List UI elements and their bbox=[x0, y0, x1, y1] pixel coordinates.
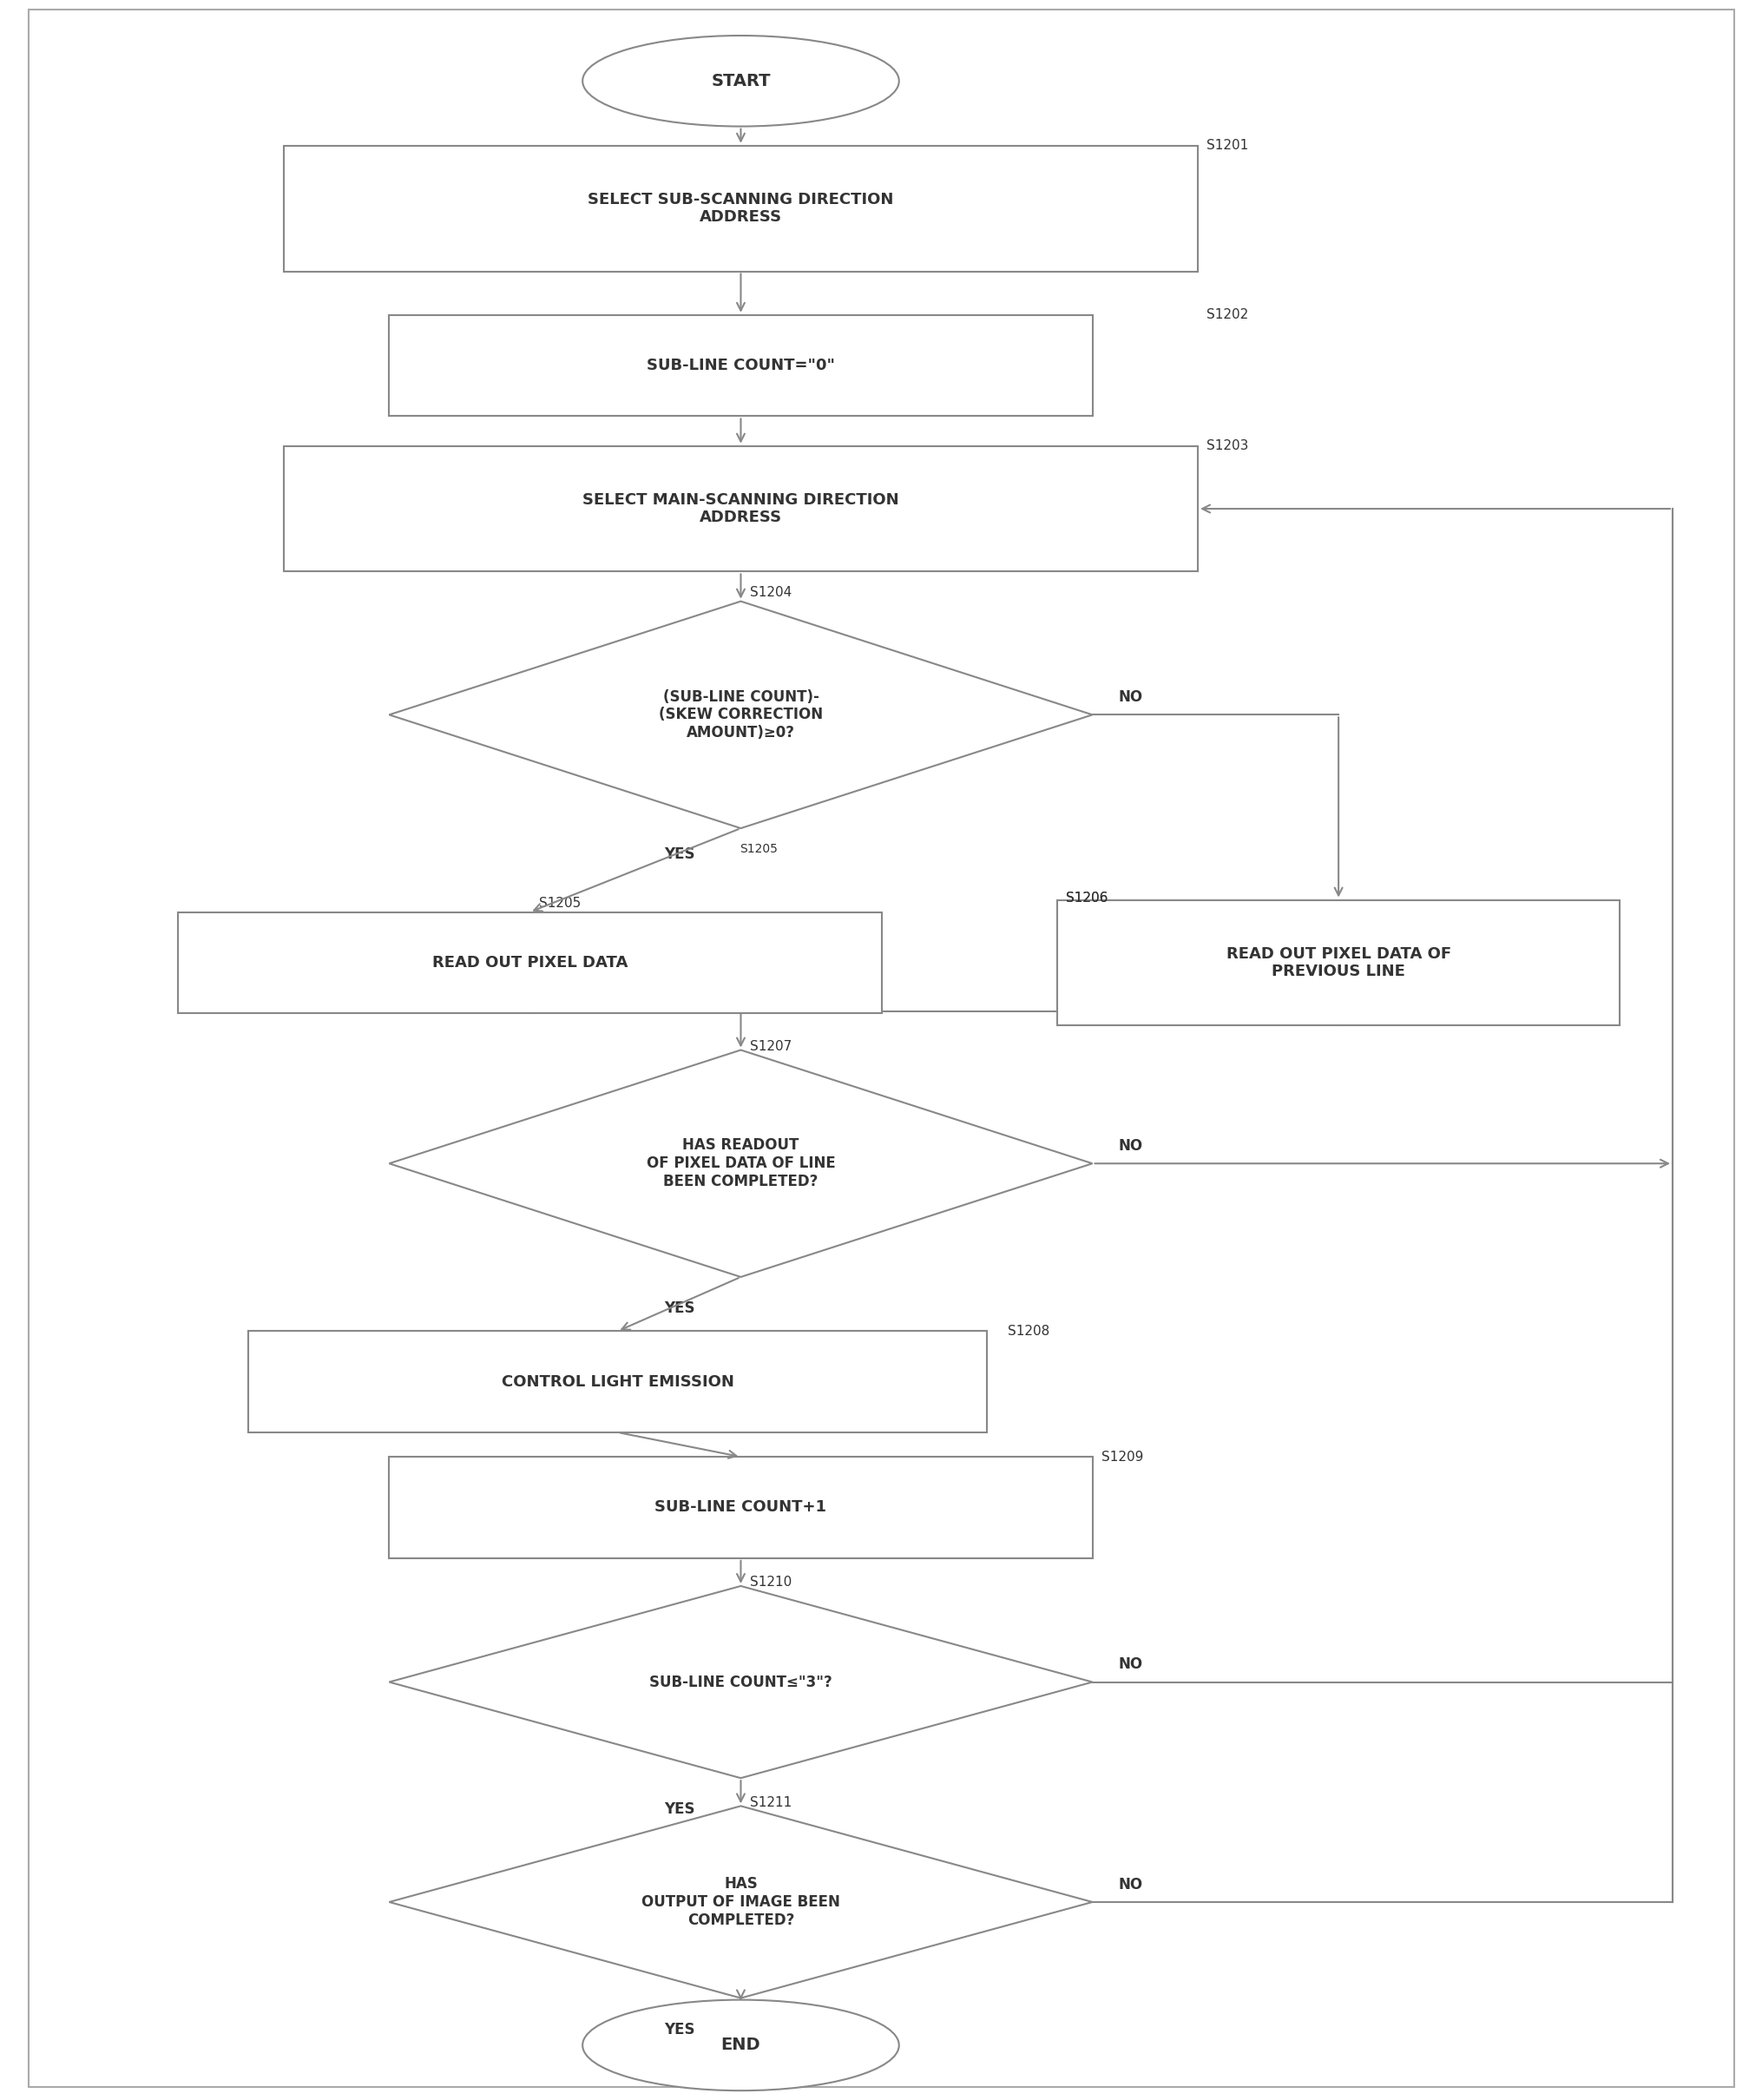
Text: (SUB-LINE COUNT)-
(SKEW CORRECTION
AMOUNT)≥0?: (SUB-LINE COUNT)- (SKEW CORRECTION AMOUN… bbox=[659, 689, 823, 741]
Text: READ OUT PIXEL DATA: READ OUT PIXEL DATA bbox=[432, 955, 627, 970]
Text: CONTROL LIGHT EMISSION: CONTROL LIGHT EMISSION bbox=[500, 1373, 733, 1390]
Text: S1206: S1206 bbox=[1066, 892, 1108, 905]
Text: S1207: S1207 bbox=[749, 1040, 791, 1052]
Text: YES: YES bbox=[664, 846, 694, 863]
Text: SUB-LINE COUNT≤"3"?: SUB-LINE COUNT≤"3"? bbox=[648, 1674, 832, 1691]
Polygon shape bbox=[389, 1586, 1092, 1779]
Text: S1201: S1201 bbox=[1205, 139, 1247, 151]
Text: NO: NO bbox=[1119, 1877, 1142, 1892]
Text: NO: NO bbox=[1119, 1138, 1142, 1153]
Text: SELECT MAIN-SCANNING DIRECTION
ADDRESS: SELECT MAIN-SCANNING DIRECTION ADDRESS bbox=[581, 491, 899, 525]
FancyBboxPatch shape bbox=[178, 911, 881, 1014]
Text: S1202: S1202 bbox=[1205, 309, 1247, 321]
FancyBboxPatch shape bbox=[1057, 899, 1619, 1025]
FancyBboxPatch shape bbox=[248, 1331, 987, 1432]
Ellipse shape bbox=[581, 1999, 899, 2092]
Text: READ OUT PIXEL DATA OF
PREVIOUS LINE: READ OUT PIXEL DATA OF PREVIOUS LINE bbox=[1225, 945, 1450, 979]
Polygon shape bbox=[389, 1050, 1092, 1277]
Text: S1210: S1210 bbox=[749, 1575, 791, 1590]
Text: END: END bbox=[721, 2037, 759, 2054]
Text: S1209: S1209 bbox=[1101, 1451, 1142, 1464]
Text: S1205: S1205 bbox=[539, 897, 580, 909]
Text: S1205: S1205 bbox=[738, 842, 777, 855]
Polygon shape bbox=[389, 601, 1092, 827]
Text: NO: NO bbox=[1119, 689, 1142, 706]
Text: S1203: S1203 bbox=[1205, 439, 1247, 452]
Text: HAS
OUTPUT OF IMAGE BEEN
COMPLETED?: HAS OUTPUT OF IMAGE BEEN COMPLETED? bbox=[641, 1875, 840, 1928]
Text: SUB-LINE COUNT="0": SUB-LINE COUNT="0" bbox=[647, 357, 835, 374]
Ellipse shape bbox=[581, 36, 899, 126]
Text: S1206: S1206 bbox=[1066, 892, 1108, 905]
FancyBboxPatch shape bbox=[389, 1457, 1092, 1558]
Text: SUB-LINE COUNT+1: SUB-LINE COUNT+1 bbox=[654, 1499, 826, 1516]
Text: S1211: S1211 bbox=[749, 1795, 791, 1808]
Text: YES: YES bbox=[664, 1802, 694, 1816]
Text: YES: YES bbox=[664, 1300, 694, 1317]
FancyBboxPatch shape bbox=[389, 315, 1092, 416]
Text: YES: YES bbox=[664, 2022, 694, 2037]
Text: NO: NO bbox=[1119, 1657, 1142, 1672]
Text: S1204: S1204 bbox=[749, 586, 791, 598]
Text: HAS READOUT
OF PIXEL DATA OF LINE
BEEN COMPLETED?: HAS READOUT OF PIXEL DATA OF LINE BEEN C… bbox=[647, 1138, 835, 1189]
Text: START: START bbox=[710, 74, 770, 88]
FancyBboxPatch shape bbox=[284, 145, 1198, 271]
Text: S1208: S1208 bbox=[1008, 1325, 1050, 1338]
FancyBboxPatch shape bbox=[284, 445, 1198, 571]
Polygon shape bbox=[389, 1806, 1092, 1997]
Text: SELECT SUB-SCANNING DIRECTION
ADDRESS: SELECT SUB-SCANNING DIRECTION ADDRESS bbox=[587, 191, 893, 225]
